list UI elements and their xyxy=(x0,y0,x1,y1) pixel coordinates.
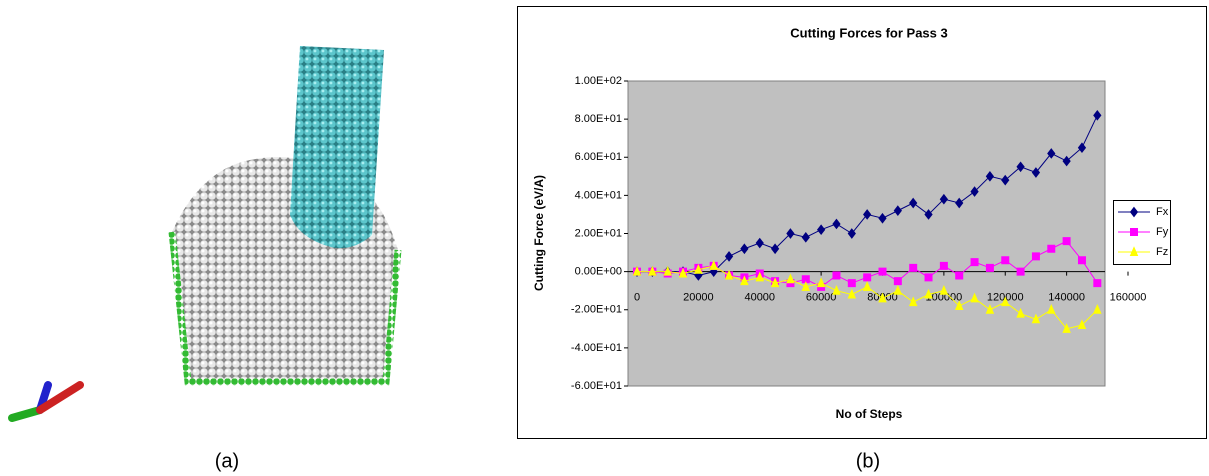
legend-label: Fy xyxy=(1156,226,1169,238)
chart-title: Cutting Forces for Pass 3 xyxy=(790,25,947,40)
data-point xyxy=(910,264,917,271)
data-point xyxy=(925,274,932,281)
x-axis-title: No of Steps xyxy=(836,407,903,421)
x-tick-label: 140000 xyxy=(1048,292,1085,304)
data-point xyxy=(833,272,840,279)
y-tick-label: 4.00E+01 xyxy=(575,189,622,201)
legend-marker xyxy=(1131,229,1138,236)
data-point xyxy=(1063,238,1070,245)
y-axis-title: Cutting Force (eV/A) xyxy=(532,175,546,291)
data-point xyxy=(986,264,993,271)
legend-label: Fz xyxy=(1156,246,1168,258)
caption: (a) xyxy=(215,450,239,472)
x-tick-label: 60000 xyxy=(806,292,837,304)
data-point xyxy=(1048,245,1055,252)
y-tick-label: 8.00E+01 xyxy=(575,113,622,125)
figure: (a) (b) Cutting Forces for Pass 3 No of … xyxy=(0,0,1209,476)
data-point xyxy=(864,274,871,281)
legend-label: Fx xyxy=(1156,206,1169,218)
data-point xyxy=(956,272,963,279)
data-point xyxy=(940,262,947,269)
y-tick-label: -2.00E+01 xyxy=(571,304,622,316)
axis-triad xyxy=(12,385,80,418)
x-tick-label: 20000 xyxy=(683,292,714,304)
data-point xyxy=(1032,253,1039,260)
data-point xyxy=(971,259,978,266)
y-tick-label: 1.00E+02 xyxy=(575,75,622,87)
data-point xyxy=(894,278,901,285)
data-point xyxy=(879,268,886,275)
y-tick-label: 6.00E+01 xyxy=(575,151,622,163)
data-point xyxy=(1017,268,1024,275)
data-point xyxy=(1002,257,1009,264)
caption: (b) xyxy=(856,450,880,472)
x-tick-label: 40000 xyxy=(744,292,775,304)
x-tick-label: 0 xyxy=(634,292,640,304)
page: {"captions": ["(a)", "(b)"], "chart_data… xyxy=(0,0,1209,476)
cutting-tool xyxy=(290,46,384,248)
atomistic-model xyxy=(12,46,398,418)
y-tick-label: 0.00E+00 xyxy=(575,266,622,278)
y-tick-label: -6.00E+01 xyxy=(571,380,622,392)
y-tick-label: 2.00E+01 xyxy=(575,227,622,239)
x-tick-label: 160000 xyxy=(1110,292,1147,304)
data-point xyxy=(1078,257,1085,264)
plot-area xyxy=(628,81,1105,386)
data-point xyxy=(848,280,855,287)
data-point xyxy=(1094,280,1101,287)
y-tick-label: -4.00E+01 xyxy=(571,342,622,354)
